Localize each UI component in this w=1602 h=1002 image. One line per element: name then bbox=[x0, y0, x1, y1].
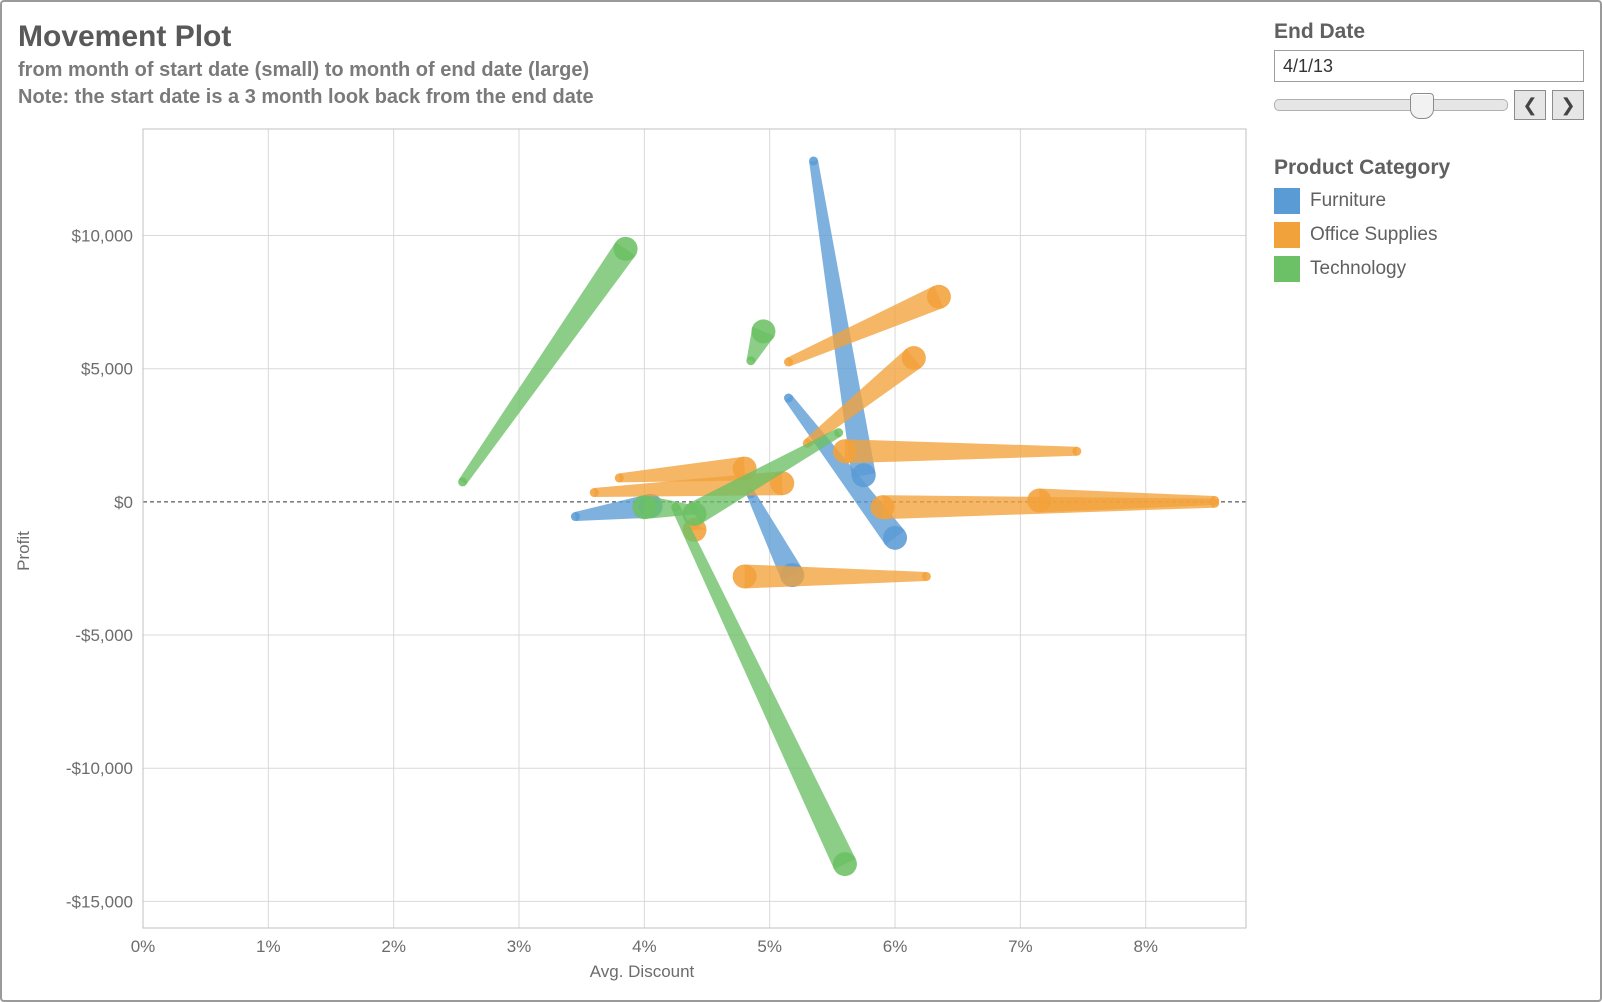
svg-text:5%: 5% bbox=[757, 937, 782, 956]
right-panel: End Date ❮ ❯ Product Category Furniture O… bbox=[1266, 20, 1584, 984]
svg-text:7%: 7% bbox=[1008, 937, 1033, 956]
legend-swatch bbox=[1274, 222, 1300, 248]
svg-text:-$15,000: -$15,000 bbox=[66, 892, 133, 911]
chart-title: Movement Plot bbox=[18, 20, 1266, 53]
svg-text:6%: 6% bbox=[883, 937, 908, 956]
chevron-left-icon: ❮ bbox=[1522, 95, 1537, 116]
chart-subtitle: from month of start date (small) to mont… bbox=[18, 57, 1266, 111]
legend-item[interactable]: Technology bbox=[1274, 256, 1584, 282]
svg-text:$0: $0 bbox=[114, 493, 133, 512]
legend-swatch bbox=[1274, 256, 1300, 282]
y-axis-label: Profit bbox=[14, 531, 34, 571]
end-date-label: End Date bbox=[1274, 20, 1584, 44]
svg-text:2%: 2% bbox=[381, 937, 406, 956]
dashboard-frame: Movement Plot from month of start date (… bbox=[0, 0, 1602, 1002]
end-date-input[interactable] bbox=[1274, 50, 1584, 82]
chevron-right-icon: ❯ bbox=[1560, 95, 1575, 116]
legend-title: Product Category bbox=[1274, 156, 1584, 180]
legend-item-label: Office Supplies bbox=[1310, 224, 1437, 246]
chart-area: Profit 0%1%2%3%4%5%6%7%8%-$15,000-$10,00… bbox=[18, 117, 1266, 984]
svg-text:0%: 0% bbox=[131, 937, 156, 956]
left-column: Movement Plot from month of start date (… bbox=[18, 20, 1266, 984]
end-date-slider-row: ❮ ❯ bbox=[1274, 90, 1584, 120]
legend-item-label: Furniture bbox=[1310, 190, 1386, 212]
svg-text:-$10,000: -$10,000 bbox=[66, 759, 133, 778]
end-date-slider[interactable] bbox=[1274, 99, 1508, 111]
slider-thumb[interactable] bbox=[1410, 93, 1434, 119]
legend-list: Furniture Office Supplies Technology bbox=[1274, 188, 1584, 282]
legend-item-label: Technology bbox=[1310, 258, 1406, 280]
svg-text:4%: 4% bbox=[632, 937, 657, 956]
svg-text:-$5,000: -$5,000 bbox=[75, 626, 133, 645]
x-axis-label: Avg. Discount bbox=[590, 962, 695, 982]
slider-next-button[interactable]: ❯ bbox=[1552, 90, 1584, 120]
slider-prev-button[interactable]: ❮ bbox=[1514, 90, 1546, 120]
svg-text:$5,000: $5,000 bbox=[81, 360, 133, 379]
svg-text:8%: 8% bbox=[1133, 937, 1158, 956]
legend-item[interactable]: Office Supplies bbox=[1274, 222, 1584, 248]
svg-text:$10,000: $10,000 bbox=[72, 227, 133, 246]
movement-plot-svg: 0% 1% 2% 3% 4% 5% 6% 7% 8% -$15,000 -$10,000 -$5,00… bbox=[18, 117, 1266, 984]
legend-item[interactable]: Furniture bbox=[1274, 188, 1584, 214]
legend-swatch bbox=[1274, 188, 1300, 214]
svg-text:3%: 3% bbox=[507, 937, 532, 956]
svg-text:1%: 1% bbox=[256, 937, 281, 956]
